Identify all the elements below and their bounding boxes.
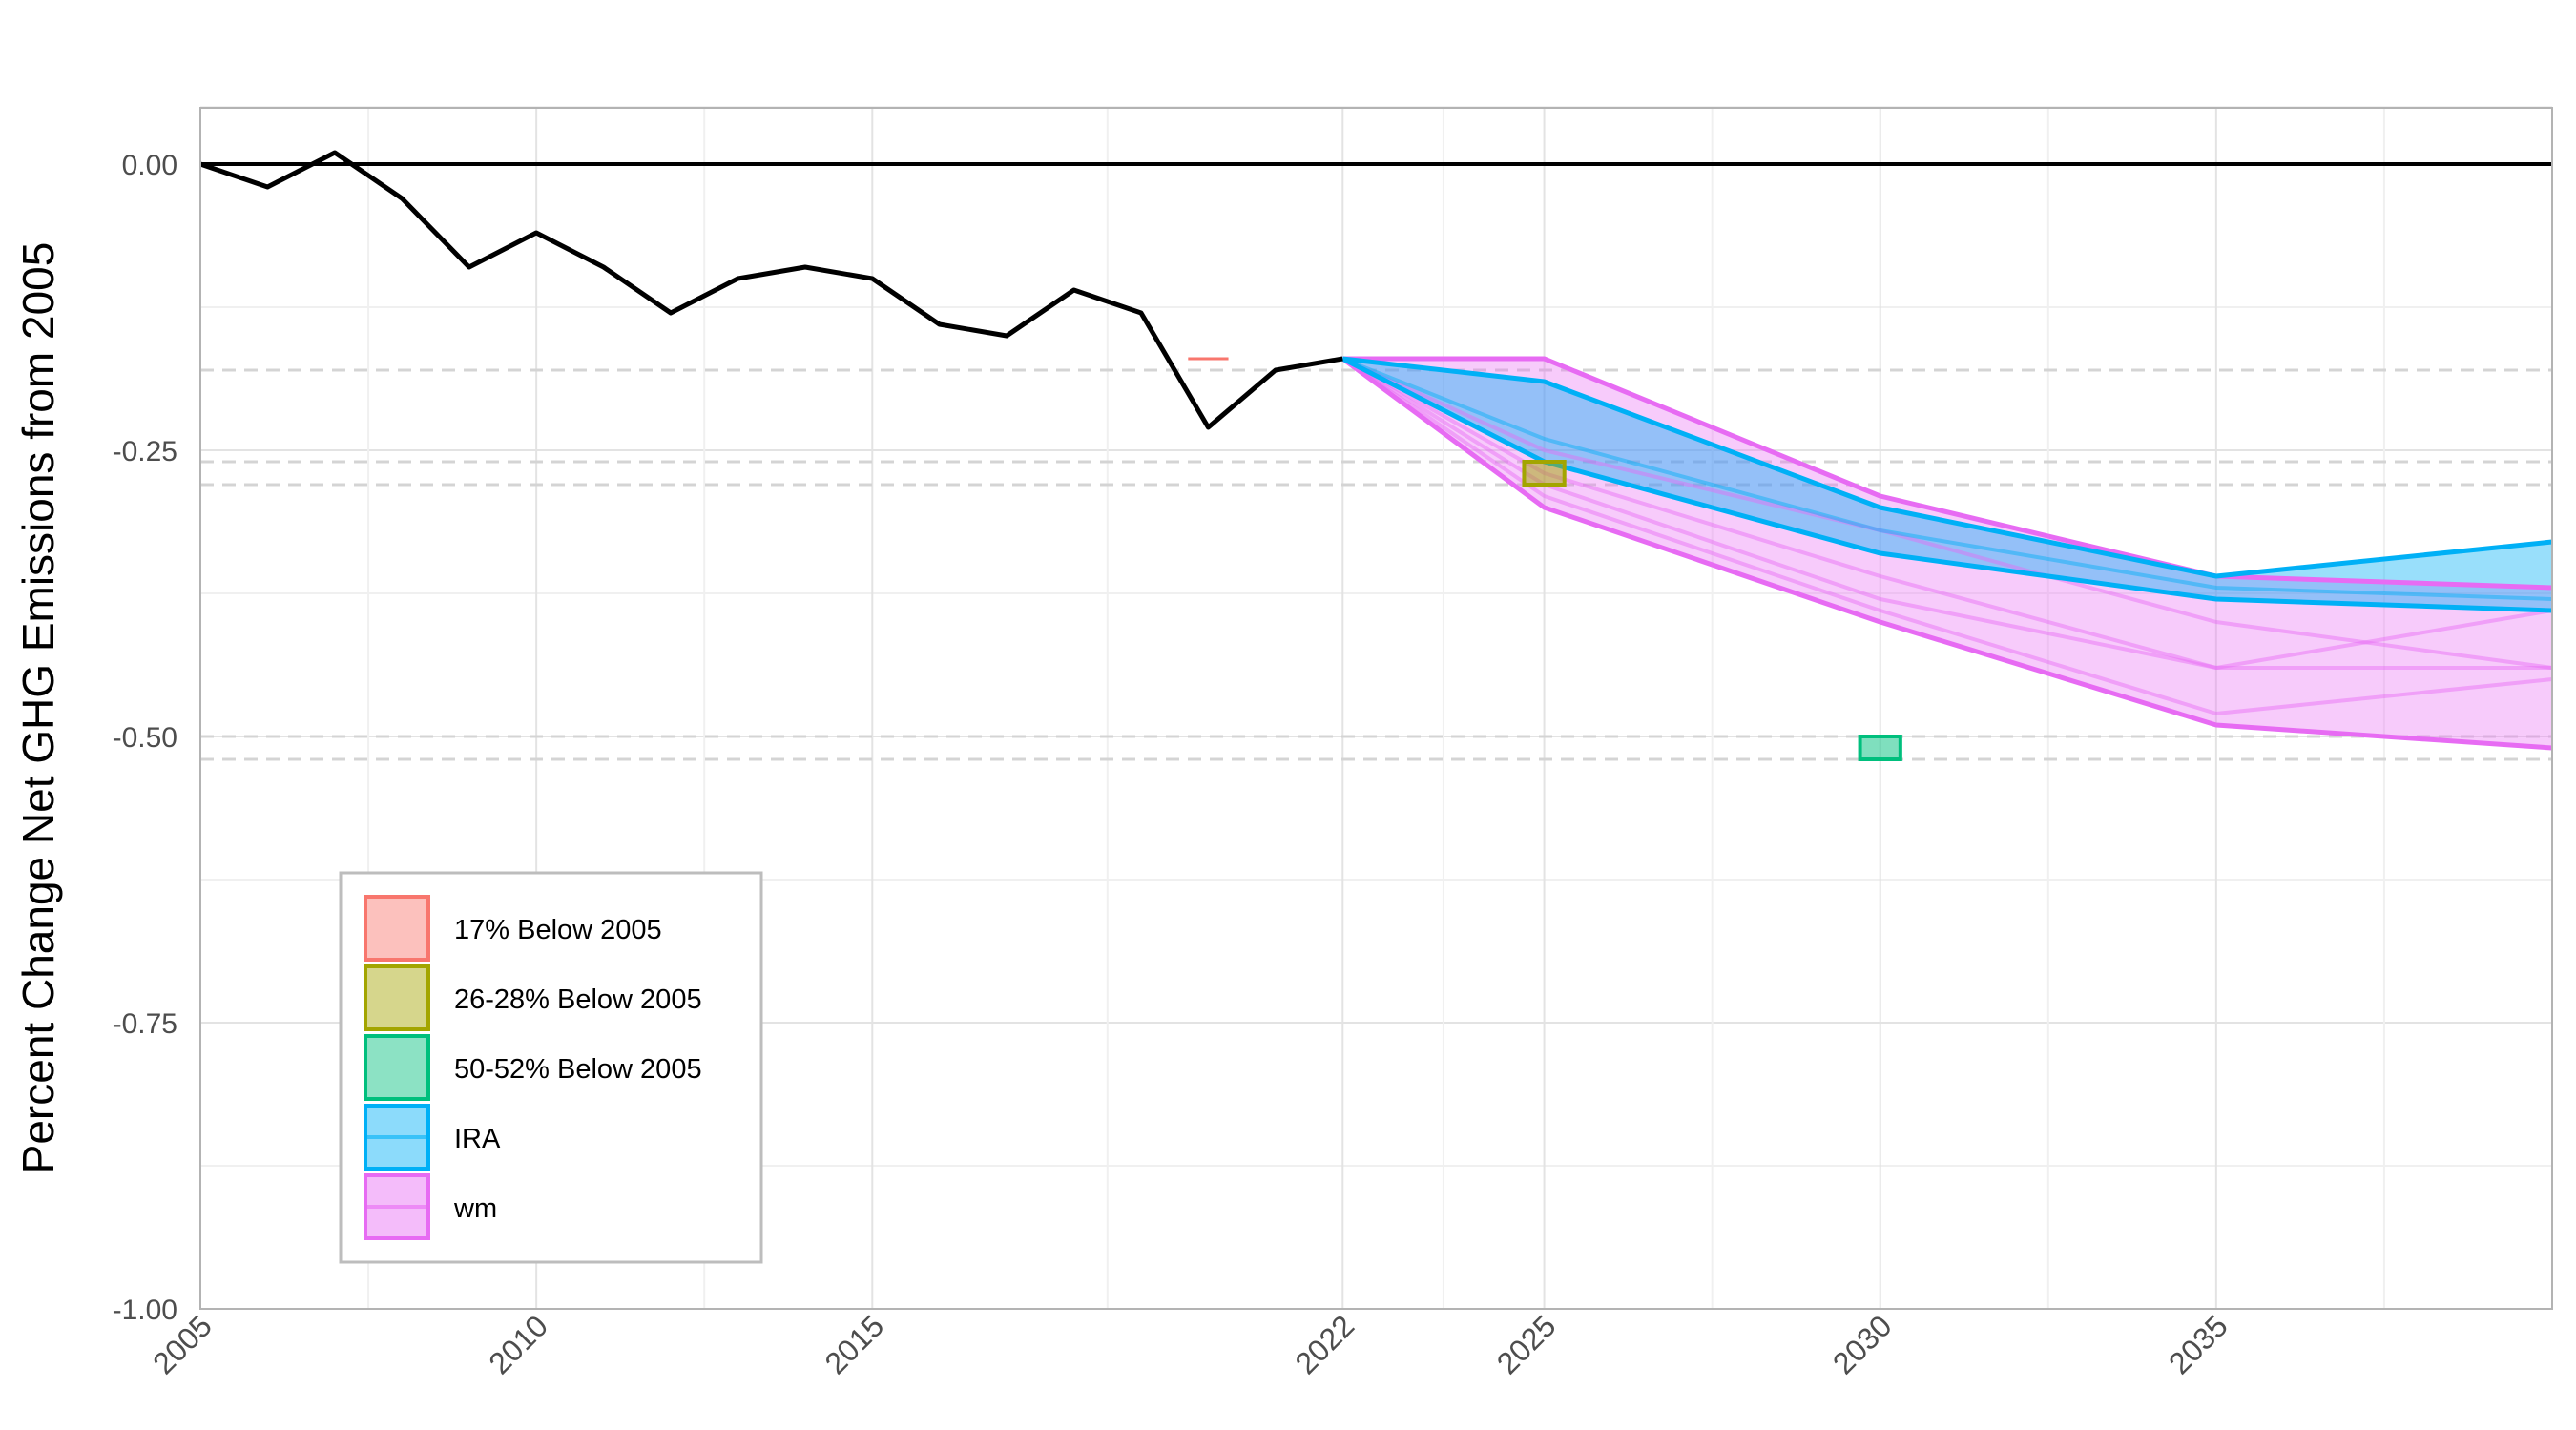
legend-key-swatch — [364, 895, 430, 962]
x-tick-label: 2015 — [818, 1308, 890, 1380]
target-markers — [1188, 357, 1902, 761]
y-tick-label: -0.50 — [113, 722, 177, 754]
series-line-ira — [1342, 356, 2553, 579]
y-tick-label: 0.00 — [122, 150, 177, 181]
x-tick-label: 2035 — [2162, 1308, 2234, 1380]
legend-label: 26-28% Below 2005 — [454, 984, 702, 1015]
y-tick-label: -0.25 — [113, 436, 177, 467]
legend-item: 26-28% Below 2005 — [364, 964, 702, 1031]
legend-label: 17% Below 2005 — [454, 915, 662, 945]
y-tick-label: -1.00 — [113, 1295, 177, 1326]
series-line-wm — [1341, 357, 2553, 670]
legend-label: wm — [453, 1193, 497, 1224]
x-tick-label: 2030 — [1826, 1308, 1899, 1380]
legend-key-swatch — [364, 964, 430, 1031]
series-line-wm — [1340, 356, 2553, 751]
scenario-ribbons — [1342, 359, 2552, 748]
legend-item: 17% Below 2005 — [364, 895, 662, 962]
legend-label: 50-52% Below 2005 — [454, 1054, 702, 1085]
historical-line — [199, 150, 1343, 430]
series-line-wm — [1341, 357, 2552, 670]
x-tick-label: 2025 — [1490, 1308, 1563, 1380]
x-tick-label: 2010 — [482, 1308, 554, 1380]
scenario-lines — [1340, 356, 2553, 751]
series-line-wm — [1341, 357, 2553, 715]
plot-frame — [199, 107, 2553, 1310]
series-line-wm — [1341, 357, 2553, 670]
target-marker — [1858, 735, 1902, 761]
target-marker — [1522, 460, 1567, 487]
y-tick-label: -0.75 — [113, 1008, 177, 1040]
legend-item: 50-52% Below 2005 — [364, 1034, 702, 1101]
y-axis-title: Percent Change Net GHG Emissions from 20… — [13, 242, 63, 1174]
legend-box — [339, 871, 763, 1264]
ribbon-wm — [1342, 359, 2552, 748]
series-line-ira — [1341, 357, 2553, 601]
series-line-ira — [1341, 356, 2553, 613]
reference-lines — [200, 368, 2552, 761]
legend-item: wm — [364, 1173, 497, 1240]
x-axis-ticks: 2005 2010 2015 2022 2025 2030 2035 — [146, 1308, 2234, 1380]
x-tick-label: 2022 — [1288, 1308, 1361, 1380]
legend: 17% Below 2005 26-28% Below 2005 50-52% Be… — [339, 871, 763, 1264]
legend-item: IRA — [364, 1104, 501, 1171]
historical-series — [199, 150, 2552, 430]
series-line-wm — [1342, 356, 2553, 591]
legend-key-swatch — [364, 1034, 430, 1101]
y-axis-ticks: 0.00 -0.25 -0.50 -0.75 -1.00 — [113, 150, 177, 1326]
legend-label: IRA — [454, 1124, 501, 1154]
